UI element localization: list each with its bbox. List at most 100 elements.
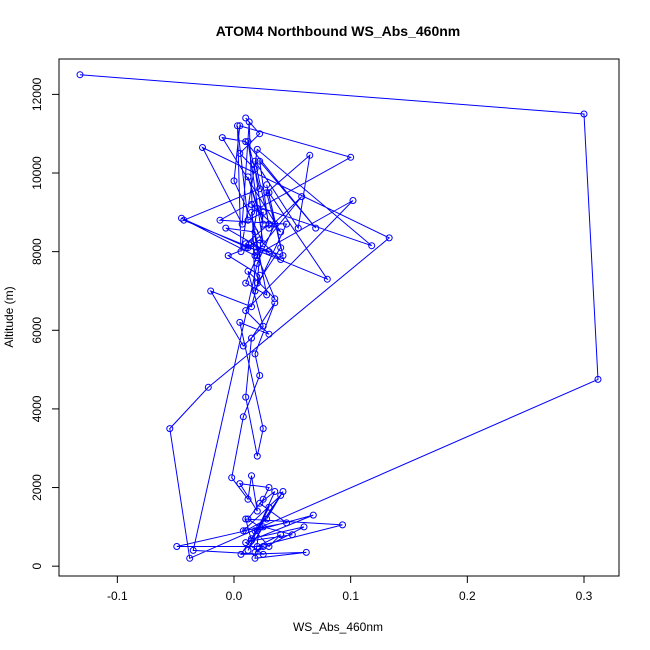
x-axis-label: WS_Abs_460nm (293, 620, 383, 634)
data-point (256, 271, 264, 279)
data-point (263, 189, 271, 197)
data-point (251, 252, 259, 260)
data-point (265, 484, 273, 491)
data-point (239, 342, 247, 350)
data-point (248, 208, 255, 216)
data-point (265, 503, 273, 511)
data-point (237, 248, 245, 256)
data-point (234, 122, 241, 130)
data-point (259, 208, 267, 216)
data-point (300, 523, 308, 531)
data-point (224, 252, 232, 260)
data-point (251, 350, 259, 358)
data-point (228, 474, 236, 482)
data-point (242, 138, 250, 146)
data-point (166, 425, 174, 433)
y-tick-label: 12000 (30, 77, 44, 111)
data-point (248, 535, 255, 543)
data-point (259, 543, 267, 550)
data-point (594, 375, 602, 383)
y-tick-label: 10000 (30, 156, 44, 190)
data-point (253, 452, 261, 460)
data-point (251, 287, 259, 295)
data-point (239, 527, 247, 535)
y-tick-label: 2000 (30, 474, 44, 501)
data-point (283, 519, 290, 527)
x-tick-label: 0.0 (226, 589, 243, 603)
data-point (277, 228, 285, 236)
data-point (253, 259, 261, 267)
data-point (271, 488, 279, 495)
data-point (265, 189, 273, 197)
x-tick-label: 0.2 (459, 589, 476, 603)
data-point (244, 546, 252, 554)
data-point (271, 299, 279, 307)
data-point (256, 157, 264, 165)
data-point (180, 216, 188, 224)
data-point (242, 515, 250, 523)
data-point (302, 548, 310, 556)
data-point (368, 242, 376, 250)
data-point (259, 322, 267, 330)
chart-title: ATOM4 Northbound WS_Abs_460nm (216, 23, 461, 39)
data-point (236, 149, 244, 157)
y-tick-label: 0 (30, 563, 44, 570)
data-point (248, 303, 255, 311)
data-point (253, 145, 261, 153)
data-point (251, 157, 259, 165)
data-point (256, 499, 264, 507)
data-point (288, 531, 296, 539)
y-axis: 0 2000 4000 6000 8000 10000 12000 (30, 77, 60, 570)
data-point (265, 330, 273, 338)
data-point (236, 318, 244, 326)
data-point (244, 244, 252, 252)
data-point (242, 114, 250, 122)
data-point (186, 554, 194, 562)
data-point (263, 515, 271, 523)
data-point (277, 491, 285, 499)
x-tick-label: 0.3 (576, 589, 593, 603)
data-point (242, 307, 250, 315)
data-point (236, 122, 244, 130)
data-point (242, 393, 250, 401)
data-point (244, 267, 252, 275)
data-point (173, 543, 181, 550)
data-point (263, 181, 271, 189)
data-point (259, 425, 267, 433)
data-point (279, 252, 287, 260)
data-point (265, 248, 273, 256)
data-point (251, 527, 259, 535)
data-point (216, 216, 224, 224)
data-point (237, 550, 245, 558)
data-point (199, 144, 206, 151)
data-point (309, 511, 317, 519)
data-point (245, 118, 253, 126)
data-point (242, 244, 250, 252)
data-point (271, 220, 279, 228)
data-point (298, 193, 306, 201)
data-point (230, 177, 238, 185)
data-point (256, 523, 264, 531)
data-point (248, 472, 255, 480)
data-point (259, 240, 267, 248)
data-point (259, 495, 267, 503)
y-axis-label: Altitude (m) (2, 286, 16, 347)
data-point (244, 495, 252, 503)
x-axis: -0.1 0.0 0.1 0.2 0.3 (107, 575, 593, 603)
data-point (236, 480, 244, 488)
data-lines (79, 74, 599, 560)
plot-frame (58, 58, 620, 577)
data-point (251, 228, 259, 236)
data-point (279, 488, 287, 495)
data-point (253, 507, 261, 515)
data-point (323, 275, 331, 283)
data-point (259, 220, 267, 228)
data-point (251, 554, 259, 562)
data-point (283, 220, 290, 228)
y-tick-label: 6000 (30, 317, 44, 344)
data-point (207, 287, 215, 295)
data-point (277, 531, 285, 539)
series-line (79, 74, 599, 560)
data-point (277, 244, 285, 252)
data-points (76, 71, 602, 562)
